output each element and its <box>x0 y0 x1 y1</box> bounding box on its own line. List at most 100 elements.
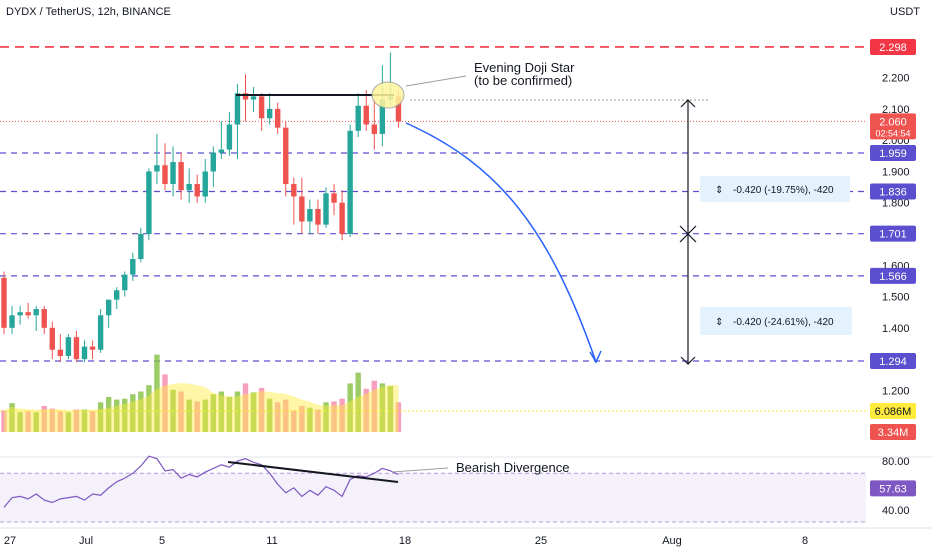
candle-body <box>234 93 241 125</box>
rsi-tick-label: 80.00 <box>882 456 910 468</box>
candle-body <box>210 152 216 172</box>
projection-arrowhead <box>589 350 602 364</box>
x-tick-label: 5 <box>159 535 165 547</box>
volume-bar <box>275 402 281 432</box>
x-tick-label: 8 <box>802 535 808 547</box>
doji-highlight <box>371 81 405 109</box>
candle-body <box>1 277 7 328</box>
measure-cross <box>679 225 697 243</box>
candle-body <box>250 96 257 100</box>
candle-body <box>105 299 112 316</box>
volume-bar <box>89 411 96 432</box>
volume-bar <box>25 411 31 432</box>
candle-body <box>25 312 31 316</box>
volume-bar <box>81 409 88 432</box>
volume-bar <box>122 398 128 432</box>
volume-bar <box>194 401 200 432</box>
candle-body <box>275 108 281 128</box>
volume-bar <box>258 387 265 432</box>
candle-body <box>81 346 88 360</box>
level-price-tag <box>870 38 916 55</box>
divergence-pointer <box>391 467 449 473</box>
volume-bar <box>323 402 329 432</box>
rsi-last-label: 57.63 <box>879 483 907 495</box>
candle-body <box>242 93 249 100</box>
candle-body <box>89 346 96 350</box>
measure-icon: ⇕ <box>715 185 723 196</box>
candle-body <box>202 171 208 197</box>
volume-bar <box>162 374 168 432</box>
last-price-label: 2.060 <box>879 116 907 128</box>
level-price-tag <box>870 183 916 200</box>
doji-label: (to be confirmed) <box>474 73 572 88</box>
volume-bar <box>283 399 289 432</box>
level-price-label: 1.701 <box>879 229 907 241</box>
candle-body <box>17 312 23 316</box>
volume-bar <box>41 405 47 432</box>
projection-arrow <box>405 122 597 363</box>
volume-bar <box>105 396 112 432</box>
measure-arrow-bottom <box>680 356 696 365</box>
candle-body <box>170 162 176 184</box>
candle-body <box>307 208 313 222</box>
volume-bar <box>210 394 216 432</box>
measure-label: -0.420 (-19.75%), -420 <box>733 185 834 196</box>
candle-body <box>65 337 72 356</box>
volume-bar <box>130 394 136 432</box>
volume-bar <box>33 412 39 432</box>
candle-body <box>355 105 361 131</box>
candle-body <box>315 208 321 225</box>
x-tick-label: Jul <box>79 535 93 547</box>
volume-bar <box>178 391 184 432</box>
volume-bar <box>331 401 337 432</box>
volume-bar <box>114 399 120 432</box>
candle-body <box>146 171 152 234</box>
candle-body <box>178 162 184 191</box>
y-tick-label: 1.400 <box>882 323 910 335</box>
volume-bar <box>347 383 353 432</box>
level-price-tag <box>870 145 916 161</box>
volume-bar <box>339 398 345 432</box>
candle-body <box>114 290 120 300</box>
candle-body <box>371 124 377 134</box>
volume-last-label: 3.34M <box>878 427 909 439</box>
candle-body <box>347 130 353 234</box>
level-price-tag <box>870 225 916 242</box>
candle-body <box>122 274 128 291</box>
level-price-label: 1.959 <box>879 148 907 160</box>
volume-bar <box>17 412 23 432</box>
candle-body <box>323 193 329 225</box>
rsi-band <box>0 473 866 522</box>
measure-label: -0.420 (-24.61%), -420 <box>733 317 834 328</box>
candle-body <box>258 96 265 119</box>
y-tick-label: 1.500 <box>882 292 910 304</box>
volume-bar <box>202 399 208 432</box>
volume-bar <box>1 410 7 432</box>
measure-box <box>700 176 850 202</box>
volume-bar <box>186 399 192 432</box>
volume-bar <box>291 410 297 432</box>
level-price-label: 1.294 <box>879 356 907 368</box>
candle-body <box>266 108 273 119</box>
candle-body <box>339 202 345 234</box>
candle-body <box>33 309 39 316</box>
candle-body <box>379 99 386 134</box>
rsi-last-tag <box>870 480 916 497</box>
volume-ma-label: 6.086M <box>875 406 912 418</box>
candle-body <box>363 105 369 125</box>
candle-body <box>49 327 55 350</box>
last-price-tag <box>870 113 916 140</box>
doji-pointer <box>405 75 467 87</box>
candle-body <box>57 349 64 356</box>
y-tick-label: 1.800 <box>882 198 910 210</box>
volume-bar <box>355 372 361 432</box>
volume-bar <box>97 402 104 432</box>
volume-last-tag <box>870 424 916 440</box>
divergence-line <box>227 461 399 483</box>
volume-bar <box>379 383 386 432</box>
x-tick-label: 25 <box>535 535 547 547</box>
candle-body <box>130 259 136 275</box>
volume-bar <box>387 386 394 432</box>
doji-label: Evening Doji Star <box>474 60 575 75</box>
